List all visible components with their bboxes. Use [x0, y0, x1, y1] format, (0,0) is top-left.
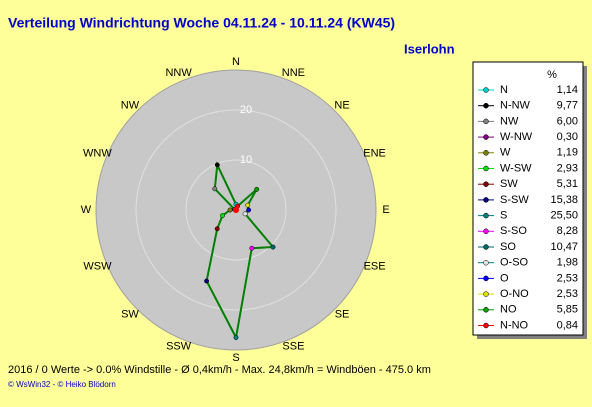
legend-label: O-SO: [500, 257, 529, 269]
legend-value: 8,28: [557, 225, 578, 237]
chart-title: Verteilung Windrichtung Woche 04.11.24 -…: [8, 15, 395, 31]
direction-label: WSW: [83, 261, 112, 273]
legend-value: 1,98: [557, 257, 578, 269]
grid-ring: [185, 159, 287, 261]
legend-label: W: [500, 147, 511, 159]
data-point: [227, 207, 233, 213]
direction-label: E: [382, 204, 389, 216]
legend-label: S-SW: [500, 194, 529, 206]
legend-label: W-SW: [500, 162, 532, 174]
legend-value: 5,85: [557, 304, 578, 316]
legend-swatch: [483, 165, 489, 172]
legend-value: 1,19: [557, 147, 578, 159]
legend-value: 6,00: [557, 115, 578, 127]
legend-value: 1,14: [557, 84, 578, 96]
chart-subtitle: Iserlohn: [404, 41, 455, 56]
legend-value: 2,93: [557, 162, 578, 174]
legend-swatch: [483, 322, 489, 329]
direction-label: SSE: [282, 341, 304, 353]
legend-swatch: [483, 181, 489, 187]
legend-label: SW: [500, 178, 518, 190]
legend-label: S: [500, 210, 507, 222]
data-point: [214, 162, 220, 168]
data-point: [233, 335, 239, 340]
legend-swatch: [483, 118, 489, 125]
legend-header: %: [547, 69, 557, 81]
credit: © WsWin32 - © Heiko Blödorn: [8, 380, 116, 389]
legend-value: 9,77: [557, 100, 578, 112]
data-point: [270, 244, 276, 250]
legend-swatch: [483, 275, 489, 282]
data-point: [245, 202, 251, 208]
grid-ring: [135, 109, 337, 311]
direction-label: SSW: [166, 341, 192, 353]
legend-swatch: [483, 102, 489, 109]
legend-swatch: [483, 87, 489, 93]
direction-label: SW: [121, 309, 139, 321]
footer: 2016 / 0 Werte -> 0.0% Windstille - Ø 0,…: [8, 364, 431, 376]
legend-label: N-NO: [500, 319, 529, 331]
legend-label: SO: [500, 241, 516, 253]
legend-value: 5,31: [557, 178, 578, 190]
data-point: [254, 186, 260, 192]
direction-label: WNW: [83, 147, 112, 159]
center-dot: [233, 207, 239, 213]
direction-label: NE: [334, 99, 349, 111]
legend-swatch: [483, 150, 489, 156]
legend-swatch: [483, 244, 489, 250]
data-point: [214, 226, 220, 232]
direction-label: W: [81, 204, 92, 216]
legend-label: W-NW: [500, 131, 533, 143]
legend-swatch: [483, 228, 489, 235]
legend-label: S-SO: [500, 225, 527, 237]
data-point: [242, 211, 248, 217]
legend-label: O: [500, 272, 509, 284]
legend-label: N-NW: [500, 100, 531, 112]
legend-label: NW: [500, 115, 519, 127]
legend-value: 10,47: [550, 241, 578, 253]
data-point: [249, 245, 255, 251]
direction-label: ENE: [363, 147, 386, 159]
legend-swatch: [483, 259, 489, 266]
legend-swatch: [483, 291, 489, 297]
legend-value: 2,53: [557, 272, 578, 284]
legend-value: 2,53: [557, 288, 578, 300]
direction-label: NNW: [165, 67, 192, 79]
legend-label: NO: [500, 304, 517, 316]
r-tick-label: 10: [240, 154, 252, 166]
data-point: [204, 278, 210, 284]
legend-value: 0,30: [557, 131, 578, 143]
data-point: [246, 207, 252, 213]
legend-label: O-NO: [500, 288, 529, 300]
data-point: [212, 186, 218, 192]
r-tick-label: 20: [240, 104, 252, 116]
direction-label: NNE: [282, 67, 305, 79]
direction-label: ESE: [364, 261, 386, 273]
legend-swatch: [483, 134, 489, 140]
legend-value: 15,38: [550, 194, 578, 206]
direction-label: S: [232, 352, 239, 364]
direction-label: SE: [335, 309, 350, 321]
data-point: [220, 213, 225, 219]
legend-label: N: [500, 84, 508, 96]
legend: [472, 61, 584, 336]
legend-swatch: [483, 197, 489, 203]
legend-swatch: [483, 307, 489, 313]
direction-label: NW: [121, 99, 140, 111]
legend-value: 0,84: [557, 319, 578, 331]
direction-label: N: [232, 56, 240, 68]
legend-value: 25,50: [550, 210, 578, 222]
legend-swatch: [483, 212, 489, 219]
